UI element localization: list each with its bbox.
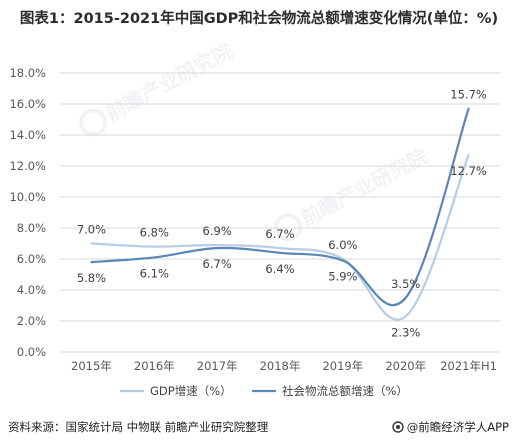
source-note: 资料来源：国家统计局 中物联 前瞻产业研究院整理 (8, 420, 269, 434)
watermark-mark: 前瞻产业研究院 (274, 144, 432, 242)
y-tick-label: 6.0% (17, 252, 46, 266)
x-tick-label: 2018年 (260, 359, 301, 373)
series-lines (90, 107, 470, 321)
data-labels: 7.0% 6.8% 6.9% 6.7% 6.0% 2.3% 12.7% 5.8% 6.1% 6.7… (77, 88, 487, 340)
watermark-mark: 前瞻产业研究院 (79, 39, 237, 137)
y-tick-label: 0.0% (17, 345, 46, 359)
x-tick-label: 2017年 (197, 359, 238, 373)
gdp-data-label: 6.8% (140, 226, 169, 240)
y-tick-label: 2.0% (17, 314, 46, 328)
x-tick-label: 2016年 (134, 359, 175, 373)
watermark-logo-icon (79, 108, 108, 137)
y-axis-ticks: 0.0% 2.0% 4.0% 6.0% 8.0% 10.0% 12.0% 14.0% 16.0%… (9, 66, 46, 359)
logistics-data-label: 6.4% (265, 262, 294, 276)
y-tick-label: 16.0% (9, 97, 46, 111)
gdp-data-label: 6.9% (203, 224, 232, 238)
brand-logo-icon (392, 421, 404, 433)
x-tick-label: 2019年 (322, 359, 363, 373)
brand-label: @前瞻经济学人APP (406, 420, 509, 434)
x-tick-label: 2020年 (385, 359, 426, 373)
gdp-data-label: 6.7% (265, 227, 294, 241)
y-tick-label: 4.0% (17, 283, 46, 297)
x-axis-ticks: 2015年 2016年 2017年 2018年 2019年 2020年 2021年H1 (71, 359, 497, 373)
logistics-data-label: 5.8% (77, 271, 106, 285)
gdp-data-label: 2.3% (391, 325, 420, 339)
logistics-data-label: 6.7% (203, 257, 232, 271)
logistics-series-line (90, 107, 470, 307)
x-tick-label: 2021年H1 (440, 359, 497, 373)
logistics-data-label: 6.1% (140, 266, 169, 280)
logistics-data-label: 5.9% (328, 270, 357, 284)
y-tick-label: 10.0% (9, 190, 46, 204)
brand-credit: @前瞻经济学人APP (392, 419, 509, 435)
watermark-logo-icon (274, 213, 303, 242)
watermark-text: 前瞻产业研究院 (102, 39, 237, 126)
chart-title: 图表1：2015-2021年中国GDP和社会物流总额增速变化情况(单位：%) (19, 11, 499, 27)
footer: 资料来源：国家统计局 中物联 前瞻产业研究院整理 @前瞻经济学人APP (0, 410, 517, 445)
gdp-data-label: 7.0% (77, 223, 106, 237)
logistics-legend-label: 社会物流总额增速（%） (282, 384, 408, 398)
logistics-data-label: 15.7% (450, 88, 487, 102)
legend: GDP增速（%） 社会物流总额增速（%） (120, 384, 408, 398)
watermark-text: 前瞻产业研究院 (297, 144, 432, 231)
y-tick-label: 18.0% (9, 66, 46, 80)
gdp-data-label: 6.0% (328, 238, 357, 252)
gdp-series-line (90, 154, 470, 321)
gdp-data-label: 12.7% (450, 164, 487, 178)
grid-lines (60, 72, 500, 353)
y-tick-label: 8.0% (17, 221, 46, 235)
x-tick-label: 2015年 (71, 359, 112, 373)
logistics-data-label: 3.5% (391, 277, 420, 291)
gdp-legend-label: GDP增速（%） (150, 384, 232, 398)
y-tick-label: 14.0% (9, 128, 46, 142)
y-tick-label: 12.0% (9, 159, 46, 173)
